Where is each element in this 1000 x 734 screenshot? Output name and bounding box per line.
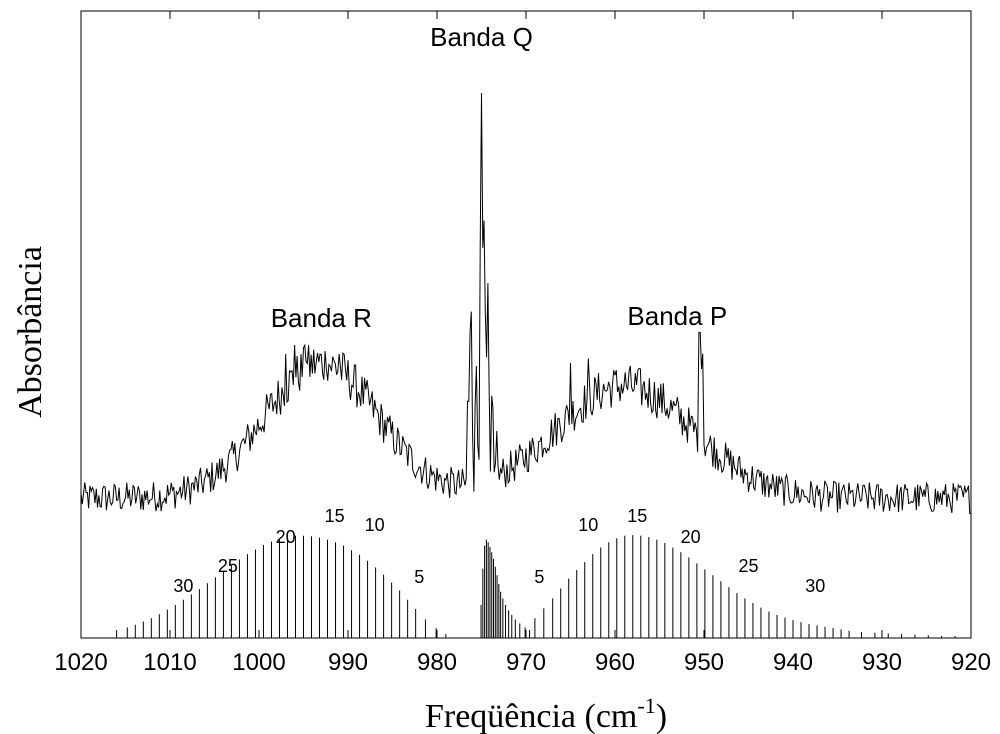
x-tick-label: 920 [951, 649, 991, 676]
rotational-j-label: 30 [173, 576, 193, 596]
x-tick-label: 950 [684, 649, 724, 676]
x-tick-label: 940 [773, 649, 813, 676]
x-tick-label: 1010 [143, 649, 196, 676]
band-annotation: Banda R [271, 303, 372, 333]
x-tick-label: 990 [328, 649, 368, 676]
x-tick-label: 930 [862, 649, 902, 676]
x-tick-label: 960 [595, 649, 635, 676]
x-tick-label: 1020 [54, 649, 107, 676]
band-annotation: Banda Q [430, 22, 533, 52]
rotational-j-label: 20 [681, 527, 701, 547]
rotational-j-label: 25 [218, 556, 238, 576]
rotational-j-label: 5 [414, 567, 424, 587]
rotational-j-label: 15 [325, 506, 345, 526]
y-axis-title: Absorbância [12, 246, 49, 418]
x-axis-title-main: Freqüência (cm [425, 698, 637, 734]
x-axis-ticks: 1020 1010 1000 990 980 970 960 950 940 930 920 [54, 11, 991, 676]
x-tick-label: 980 [417, 649, 457, 676]
rotational-j-label: 10 [365, 515, 385, 535]
x-tick-label: 1000 [232, 649, 285, 676]
experimental-spectrum-line [80, 92, 972, 515]
band-annotations: Banda Q Banda R Banda P [271, 22, 727, 333]
x-axis-title: Freqüência (cm-1) [425, 693, 667, 734]
rotational-j-label: 15 [627, 506, 647, 526]
rotational-j-label: 30 [805, 576, 825, 596]
rotational-j-label: 10 [578, 515, 598, 535]
plot-frame [80, 10, 972, 639]
rotational-j-label: 5 [534, 567, 544, 587]
x-tick-label: 970 [506, 649, 546, 676]
rotational-j-label: 25 [738, 556, 758, 576]
stick-spectrum [116, 535, 956, 638]
band-annotation: Banda P [627, 301, 727, 331]
rotational-labels: 30 25 20 15 10 5 5 10 15 20 25 30 [173, 506, 825, 596]
x-axis-title-superscript: -1 [637, 693, 655, 718]
x-axis-title-close: ) [656, 698, 667, 734]
rotational-j-label: 20 [276, 527, 296, 547]
